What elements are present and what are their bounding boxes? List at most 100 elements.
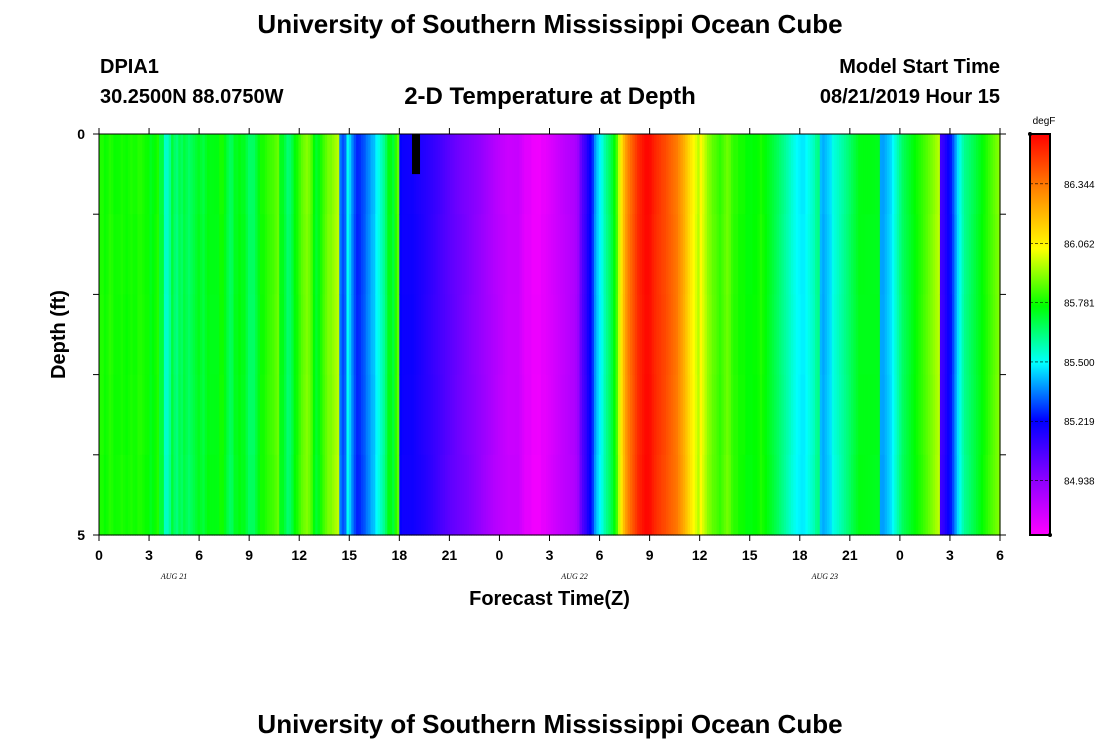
heatmap-cell [793,374,797,456]
heatmap-cell [485,214,489,295]
heatmap-cell [903,214,907,295]
heatmap-cell [259,134,263,215]
heatmap-cell [481,214,485,295]
heatmap-cell [649,214,653,295]
heatmap-cell [839,374,843,456]
heatmap-cell [363,294,367,376]
heatmap-cell [738,294,742,376]
heatmap-cell [593,454,597,536]
heatmap-cell [776,134,780,215]
y-tick-label: 5 [77,527,85,543]
heatmap-cell [598,454,602,536]
heatmap-cell [500,134,504,215]
heatmap-cell [437,134,441,215]
heatmap-cell [380,214,384,295]
heatmap-cell [497,214,501,295]
heatmap-cell [562,294,566,376]
heatmap-cell [269,214,273,295]
heatmap-cell [478,454,482,536]
heatmap-cell [802,374,806,456]
heatmap-cell [288,134,292,215]
heatmap-cell [298,134,302,215]
heatmap-cell [963,374,967,456]
heatmap-cell [137,374,141,456]
heatmap-cell [728,374,732,456]
heatmap-cell [284,134,288,215]
heatmap-cell [233,134,237,215]
heatmap-cell [634,134,638,215]
heatmap-cell [841,134,845,215]
heatmap-cell [276,374,280,456]
heatmap-cell [694,454,698,536]
heatmap-cell [538,214,542,295]
heatmap-cell [142,214,146,295]
heatmap-cell [221,454,225,536]
heatmap-cell [310,374,314,456]
heatmap-cell [452,454,456,536]
heatmap-cell [286,134,290,215]
heatmap-cell [581,374,585,456]
heatmap-cell [211,134,215,215]
heatmap-cell [548,294,552,376]
heatmap-cell [829,214,833,295]
heatmap-cell [173,294,177,376]
heatmap-cell [649,454,653,536]
heatmap-cell [334,294,338,376]
heatmap-cell [870,214,874,295]
heatmap-cell [793,134,797,215]
heatmap-cell [915,294,919,376]
heatmap-cell [377,214,381,295]
heatmap-cell [932,374,936,456]
heatmap-cell [353,214,357,295]
heatmap-cell [807,134,811,215]
heatmap-cell [629,214,633,295]
heatmap-cell [668,214,672,295]
heatmap [99,134,1001,536]
heatmap-cell [404,374,408,456]
heatmap-cell [654,454,658,536]
heatmap-cell [656,214,660,295]
heatmap-cell [827,454,831,536]
heatmap-cell [560,134,564,215]
heatmap-cell [632,134,636,215]
heatmap-cell [396,294,400,376]
heatmap-cell [351,134,355,215]
heatmap-cell [444,454,448,536]
heatmap-cell [666,294,670,376]
heatmap-cell [209,294,213,376]
heatmap-cell [745,454,749,536]
heatmap-cell [829,454,833,536]
heatmap-cell [959,454,963,536]
heatmap-cell [894,454,898,536]
heatmap-cell [327,134,331,215]
heatmap-cell [449,134,453,215]
heatmap-cell [243,294,247,376]
heatmap-cell [949,134,953,215]
heatmap-cell [776,374,780,456]
heatmap-cell [733,374,737,456]
heatmap-cell [387,454,391,536]
heatmap-cell [819,294,823,376]
heatmap-cell [887,134,891,215]
heatmap-cell [526,454,530,536]
heatmap-cell [305,454,309,536]
heatmap-cell [851,214,855,295]
heatmap-cell [687,374,691,456]
heatmap-cell [954,294,958,376]
heatmap-cell [365,374,369,456]
heatmap-cell [745,214,749,295]
heatmap-cell [817,294,821,376]
heatmap-cell [896,134,900,215]
heatmap-cell [730,294,734,376]
heatmap-cell [718,374,722,456]
heatmap-cell [214,294,218,376]
heatmap-cell [231,294,235,376]
heatmap-cell [899,294,903,376]
heatmap-cell [406,214,410,295]
heatmap-cell [144,134,148,215]
heatmap-cell [949,374,953,456]
heatmap-cell [843,374,847,456]
heatmap-cell [99,134,102,215]
heatmap-cell [608,374,612,456]
heatmap-cell [829,134,833,215]
